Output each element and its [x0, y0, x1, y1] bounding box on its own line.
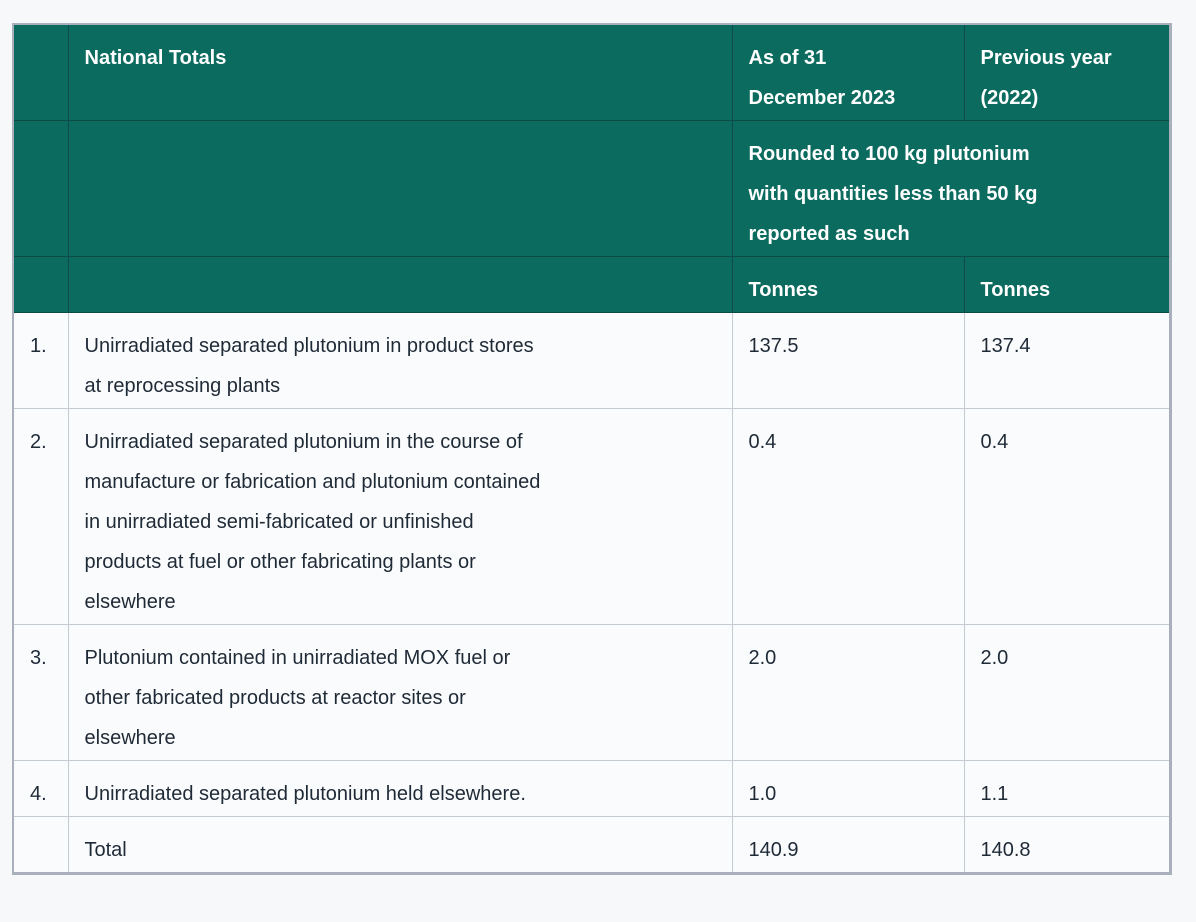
total-number-spacer — [12, 816, 69, 874]
value-2022: 1.1 — [963, 760, 1171, 817]
row-number: 3. — [12, 624, 69, 761]
value-2022: 0.4 — [963, 408, 1171, 625]
header-spacer-cell — [12, 256, 69, 313]
table-row-4: 4. Unirradiated separated plutonium held… — [12, 760, 1171, 817]
total-row: Total 140.9 140.8 — [12, 816, 1171, 874]
table-row-2: 2. Unirradiated separated plutonium in t… — [12, 408, 1171, 625]
national-totals-table-container: National Totals As of 31 December 2023 P… — [12, 23, 1196, 875]
header-row-titles: National Totals As of 31 December 2023 P… — [12, 23, 1171, 121]
value-2023: 0.4 — [731, 408, 965, 625]
row-description: Unirradiated separated plutonium held el… — [67, 760, 733, 817]
row-description: Unirradiated separated plutonium in prod… — [67, 312, 733, 409]
header-national-totals: National Totals — [67, 23, 733, 121]
header-spacer-cell — [12, 120, 69, 257]
header-tonnes-2023: Tonnes — [731, 256, 965, 313]
header-row-rounding-note: Rounded to 100 kg plutonium with quantit… — [12, 120, 1171, 257]
value-2022: 137.4 — [963, 312, 1171, 409]
national-totals-table: National Totals As of 31 December 2023 P… — [12, 23, 1172, 875]
header-spacer-cell — [67, 120, 733, 257]
value-2023: 2.0 — [731, 624, 965, 761]
value-2023: 137.5 — [731, 312, 965, 409]
row-number: 1. — [12, 312, 69, 409]
table-row-1: 1. Unirradiated separated plutonium in p… — [12, 312, 1171, 409]
header-tonnes-2022: Tonnes — [963, 256, 1171, 313]
total-value-2023: 140.9 — [731, 816, 965, 874]
header-row-units: Tonnes Tonnes — [12, 256, 1171, 313]
table-row-3: 3. Plutonium contained in unirradiated M… — [12, 624, 1171, 761]
value-2023: 1.0 — [731, 760, 965, 817]
table-header: National Totals As of 31 December 2023 P… — [12, 23, 1171, 313]
value-2022: 2.0 — [963, 624, 1171, 761]
row-number: 2. — [12, 408, 69, 625]
table-body: 1. Unirradiated separated plutonium in p… — [12, 312, 1171, 874]
header-rounding-note: Rounded to 100 kg plutonium with quantit… — [731, 120, 1171, 257]
row-description: Unirradiated separated plutonium in the … — [67, 408, 733, 625]
row-description: Plutonium contained in unirradiated MOX … — [67, 624, 733, 761]
header-spacer-cell — [67, 256, 733, 313]
row-number: 4. — [12, 760, 69, 817]
header-spacer-cell — [12, 23, 69, 121]
header-as-of-2023: As of 31 December 2023 — [731, 23, 965, 121]
header-previous-year-2022: Previous year (2022) — [963, 23, 1171, 121]
total-label: Total — [67, 816, 733, 874]
total-value-2022: 140.8 — [963, 816, 1171, 874]
